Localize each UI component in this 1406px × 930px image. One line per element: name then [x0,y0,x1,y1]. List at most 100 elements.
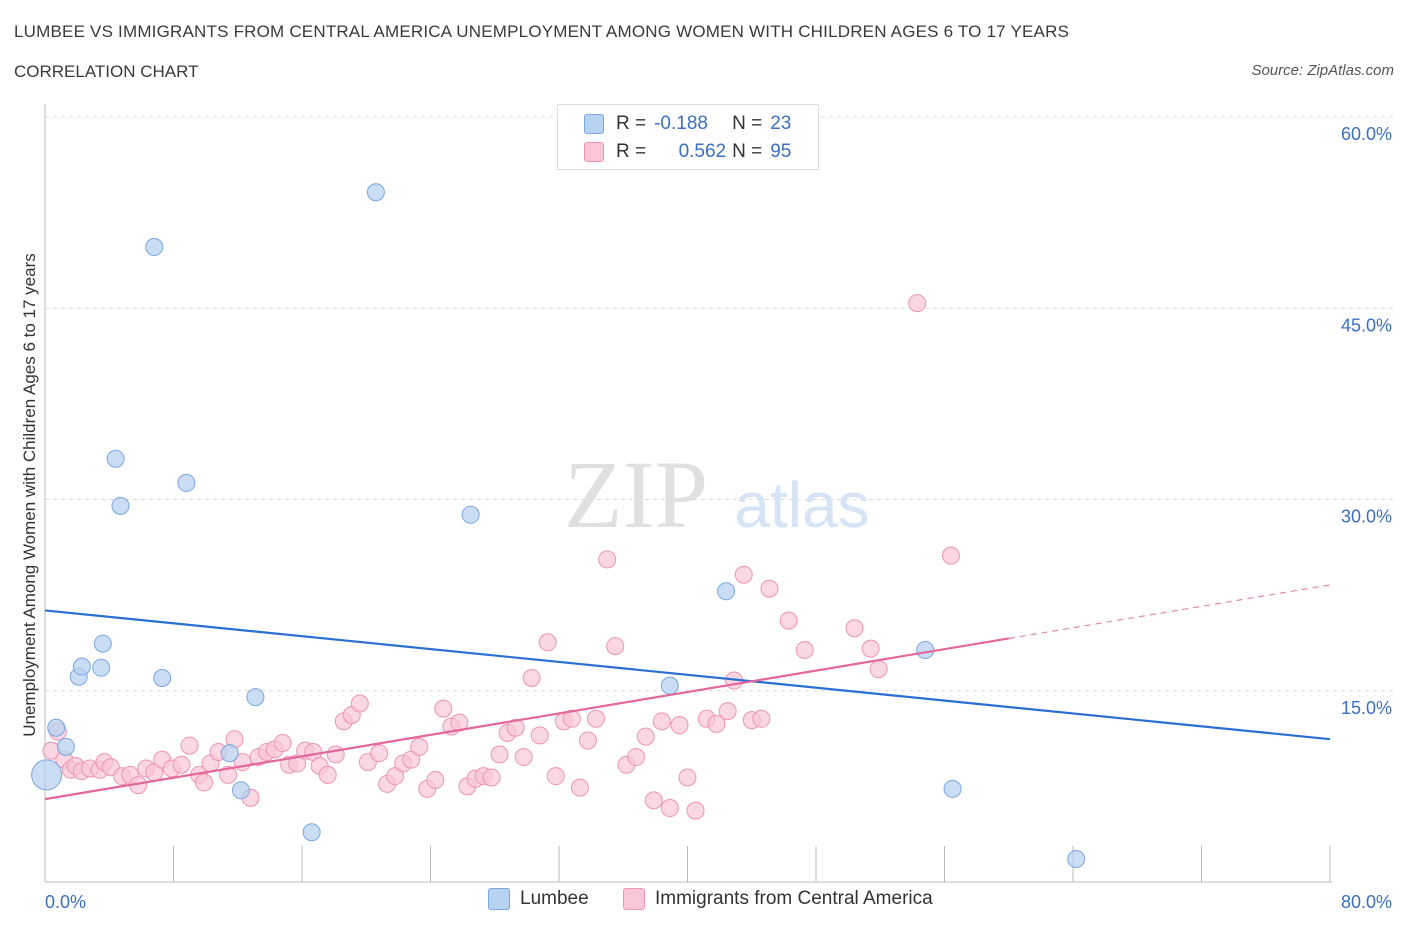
immigrants-point [350,694,369,713]
immigrants-point [678,768,697,787]
immigrants-point [598,550,617,569]
y-axis-label: Unemployment Among Women with Children A… [20,253,39,737]
immigrants-point [490,745,509,764]
lumbee-point [177,473,196,492]
chart-title: LUMBEE VS IMMIGRANTS FROM CENTRAL AMERIC… [14,22,1070,41]
immigrants-point [434,699,453,718]
lumbee-point [717,582,736,601]
immigrants-point [318,765,337,784]
watermark-atlas: atlas [734,469,869,541]
series-legend: Lumbee Immigrants from Central America [0,888,1406,916]
series-immigrants-points [42,294,960,820]
lumbee-point [220,744,239,763]
y-tick-label: 45.0% [1341,315,1392,335]
immigrants-point [686,801,705,820]
lumbee-point [31,759,63,791]
y-tick-label: 60.0% [1341,124,1392,144]
lumbee-trend-line [44,609,1331,741]
immigrants-point [586,709,605,728]
lumbee-point [47,718,66,737]
immigrants-point [734,565,753,584]
immigrants-swatch [623,888,645,910]
immigrants-swatch [584,142,604,162]
immigrants-point [288,754,307,773]
immigrants-point [908,294,927,313]
immigrants-point [861,639,880,658]
x-tick-label: 0.0% [45,892,86,912]
grid-lines [45,116,1394,692]
lumbee-point [106,449,125,468]
lumbee-point [302,823,321,842]
immigrants-point [670,716,689,735]
immigrants-point [660,799,679,818]
immigrants-point [845,619,864,638]
x-tick-labels: 0.0% 80.0% [45,892,1392,912]
immigrants-trend-line [44,637,1009,801]
n-value: 23 [770,113,792,134]
immigrants-point [410,737,429,756]
n-value: 95 [770,141,792,162]
legend-item-lumbee: Lumbee [488,888,589,910]
legend-item-immigrants: Immigrants from Central America [623,888,933,910]
watermark: ZIP atlas [564,441,870,548]
series-lumbee-points [31,183,1086,869]
immigrants-point [627,748,646,767]
lumbee-point [1067,850,1086,869]
immigrants-point [402,750,421,769]
immigrants-point [760,579,779,598]
lumbee-point [111,496,130,515]
watermark-zip: ZIP [564,441,708,548]
immigrants-point [506,718,525,737]
r-label: R = [616,141,647,162]
r-value: -0.188 [654,113,708,134]
axes [44,104,1332,883]
lumbee-point [145,238,164,257]
immigrants-trend-extension [1008,584,1331,640]
immigrants-point [219,765,238,784]
immigrants-point [172,755,191,774]
lumbee-point [916,640,935,659]
immigrants-point [718,702,737,721]
legend-row-lumbee: R = -0.188 N = 23 [584,111,791,137]
immigrants-point [636,727,655,746]
x-tick-label: 80.0% [1341,892,1392,912]
n-label: N = [732,141,763,162]
lumbee-point [56,737,75,756]
immigrants-point [795,640,814,659]
lumbee-point [92,658,111,677]
immigrants-point [530,726,549,745]
legend-label-lumbee: Lumbee [520,888,589,909]
immigrants-point [370,744,389,763]
immigrants-point [546,767,565,786]
source-label: Source: ZipAtlas.com [1251,62,1394,79]
immigrants-point [538,633,557,652]
immigrants-point [941,546,960,565]
lumbee-point [231,781,250,800]
immigrants-point [195,773,214,792]
lumbee-point [366,183,385,202]
immigrants-point [779,611,798,630]
correlation-legend: R = -0.188 N = 23 R = 0.562 N = 95 [557,104,819,170]
lumbee-point [72,657,91,676]
lumbee-point [461,505,480,524]
legend-row-immigrants: R = 0.562 N = 95 [584,139,791,165]
y-tick-labels: 15.0% 30.0% 45.0% 60.0% [1341,124,1392,718]
y-tick-label: 15.0% [1341,698,1392,718]
immigrants-point [644,791,663,810]
lumbee-point [246,688,265,707]
immigrants-point [482,768,501,787]
immigrants-point [180,736,199,755]
lumbee-swatch [488,888,510,910]
immigrants-point [578,731,597,750]
immigrants-point [606,637,625,656]
immigrants-point [273,734,292,753]
immigrants-point [386,767,405,786]
lumbee-point [93,634,112,653]
immigrants-point [522,669,541,687]
y-tick-label: 30.0% [1341,507,1392,527]
immigrants-point [752,709,771,728]
immigrants-point [426,771,445,789]
immigrants-point [869,660,888,679]
lumbee-swatch [584,114,604,134]
